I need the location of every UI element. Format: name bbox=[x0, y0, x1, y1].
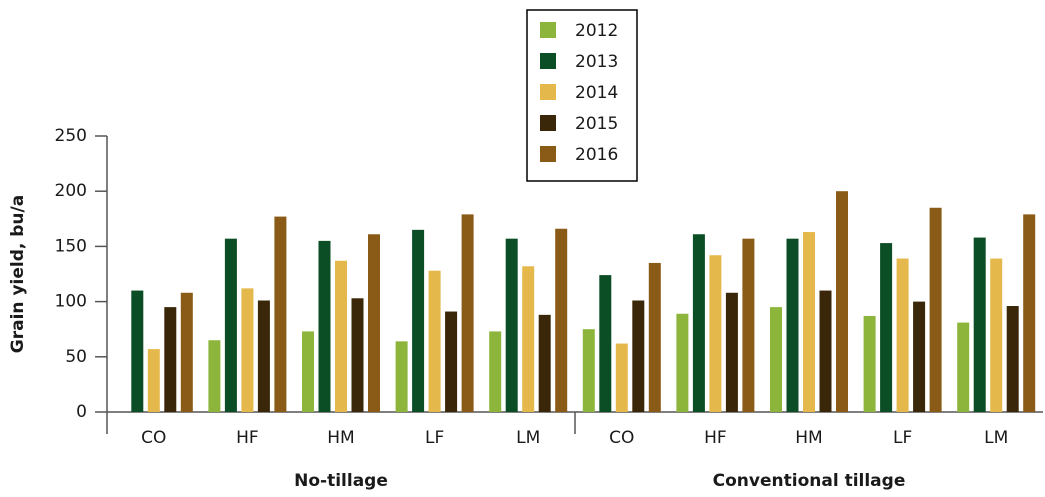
bar bbox=[180, 292, 193, 412]
bar bbox=[335, 260, 347, 412]
y-tick-label: 100 bbox=[55, 292, 87, 312]
bar bbox=[302, 331, 314, 412]
legend-label: 2013 bbox=[575, 52, 618, 72]
bar bbox=[973, 237, 986, 412]
bar bbox=[208, 340, 221, 412]
bar bbox=[880, 243, 893, 412]
bar bbox=[164, 307, 177, 412]
x-tick-label: LF bbox=[425, 428, 444, 448]
bar bbox=[863, 315, 876, 412]
bar bbox=[505, 238, 518, 412]
legend-swatch bbox=[540, 53, 556, 69]
bar bbox=[257, 300, 270, 412]
x-tick-label: LM bbox=[984, 428, 1008, 448]
x-tick-label: LM bbox=[516, 428, 540, 448]
bar bbox=[522, 266, 535, 412]
bar bbox=[632, 300, 645, 412]
x-tick-label: HF bbox=[236, 428, 259, 448]
bar bbox=[555, 228, 568, 412]
legend-label: 2014 bbox=[575, 83, 618, 103]
bar bbox=[770, 307, 782, 412]
bar bbox=[709, 255, 722, 412]
bar bbox=[836, 191, 848, 412]
x-tick-label: HM bbox=[795, 428, 822, 448]
legend-label: 2015 bbox=[575, 114, 618, 134]
y-tick-label: 200 bbox=[55, 181, 87, 201]
bar bbox=[412, 229, 425, 412]
bar bbox=[599, 275, 612, 412]
bar bbox=[274, 216, 287, 412]
bar bbox=[648, 262, 661, 412]
legend-swatch bbox=[540, 115, 556, 131]
group-label: No-tillage bbox=[294, 471, 388, 491]
x-tick-label: CO bbox=[141, 428, 166, 448]
bar bbox=[224, 238, 237, 412]
bar bbox=[913, 301, 926, 412]
bar bbox=[957, 322, 970, 412]
bar bbox=[786, 238, 799, 412]
bar bbox=[489, 331, 502, 412]
y-tick-label: 250 bbox=[55, 126, 87, 146]
bar bbox=[147, 349, 160, 412]
bar bbox=[241, 288, 254, 412]
legend-swatch bbox=[540, 146, 556, 162]
bar bbox=[725, 292, 738, 412]
bar bbox=[1023, 214, 1036, 412]
bar bbox=[445, 311, 458, 412]
group-label: Conventional tillage bbox=[713, 471, 906, 491]
x-tick-label: HF bbox=[704, 428, 727, 448]
y-axis-title: Grain yield, bu/a bbox=[8, 195, 28, 353]
bar bbox=[929, 207, 942, 412]
legend-label: 2016 bbox=[575, 145, 618, 165]
bar bbox=[131, 290, 144, 412]
legend-swatch bbox=[540, 22, 556, 38]
legend-label: 2012 bbox=[575, 21, 618, 41]
bar bbox=[803, 232, 815, 412]
x-tick-label: HM bbox=[327, 428, 354, 448]
bar bbox=[428, 270, 441, 412]
legend-swatch bbox=[540, 84, 556, 100]
bar bbox=[676, 313, 689, 412]
bar bbox=[692, 234, 705, 412]
bar bbox=[896, 258, 909, 412]
bar bbox=[582, 329, 595, 412]
bar bbox=[351, 298, 364, 412]
bar bbox=[819, 290, 832, 412]
bar bbox=[318, 240, 331, 412]
bar bbox=[395, 341, 408, 412]
bar bbox=[538, 314, 551, 412]
bar bbox=[1006, 306, 1019, 412]
bar bbox=[461, 214, 474, 412]
y-tick-label: 150 bbox=[55, 236, 87, 256]
bar bbox=[368, 234, 380, 412]
y-tick-label: 0 bbox=[76, 402, 87, 422]
bar bbox=[742, 238, 755, 412]
y-tick-label: 50 bbox=[65, 347, 87, 367]
bar bbox=[990, 258, 1003, 412]
x-tick-label: CO bbox=[609, 428, 634, 448]
x-tick-label: LF bbox=[893, 428, 912, 448]
bar bbox=[615, 343, 628, 412]
